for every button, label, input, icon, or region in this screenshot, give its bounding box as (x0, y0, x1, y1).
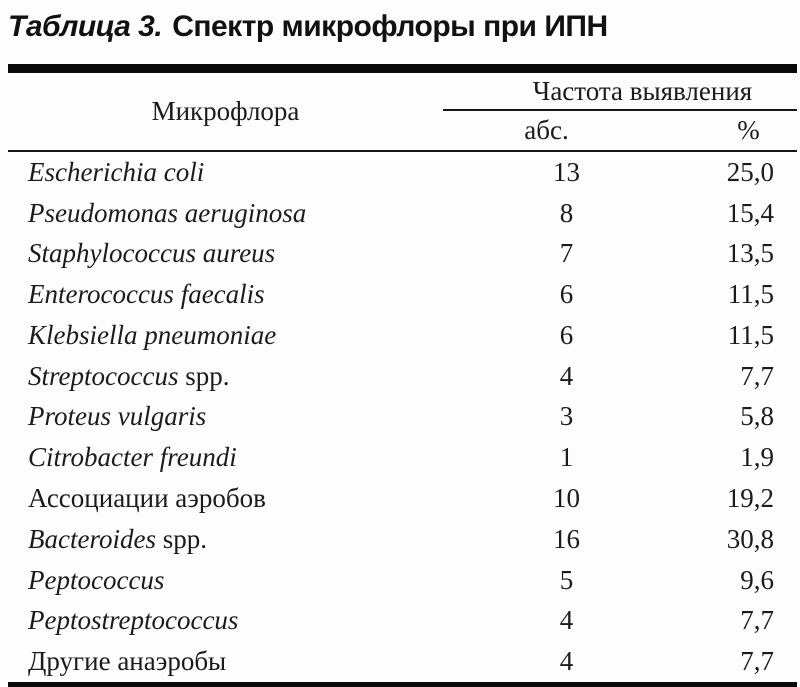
cell-percent: 7,7 (740, 646, 774, 677)
cell-percent: 7,7 (740, 360, 774, 391)
header-cell-frequency: Частота выявления (443, 73, 797, 111)
cell-name: Klebsiella pneumoniae (8, 320, 463, 351)
cell-name: Staphylococcus aureus (8, 238, 463, 269)
header-cell-percent: % (737, 115, 760, 145)
cell-name: Bacteroides spp. (8, 524, 463, 555)
header-subrow: абс. % (443, 111, 797, 150)
header-cell-microflora: Микрофлора (151, 96, 300, 126)
cell-name: Ассоциации аэробов (8, 483, 463, 514)
cell-abs: 6 (559, 319, 574, 350)
table-body: Escherichia coli 13 25,0 Pseudomonas aer… (8, 152, 797, 687)
cell-percent: 11,5 (727, 319, 774, 350)
table-row: Bacteroides spp. 16 30,8 (8, 519, 797, 560)
table-row: Escherichia coli 13 25,0 (8, 152, 797, 193)
table-row: Streptococcus spp. 4 7,7 (8, 356, 797, 397)
species-name-roman: spp. (178, 360, 230, 391)
cell-percent: 9,6 (740, 564, 774, 595)
cell-name: Peptococcus (8, 565, 463, 596)
cell-abs: 4 (559, 646, 574, 677)
cell-percent: 1,9 (740, 442, 774, 473)
species-name-italic: Streptococcus (28, 360, 179, 391)
species-name-italic: Klebsiella pneumoniae (28, 319, 277, 350)
table-title-text: Спектр микрофлоры при ИПН (172, 10, 608, 43)
table-row: Staphylococcus aureus 7 13,5 (8, 234, 797, 275)
cell-name: Proteus vulgaris (8, 401, 463, 432)
cell-abs: 5 (559, 564, 574, 595)
species-name-roman: Другие анаэробы (28, 646, 227, 677)
species-name-roman: Ассоциации аэробов (28, 483, 266, 513)
microflora-table: Микрофлора Частота выявления абс. % Esch… (8, 64, 797, 687)
cell-name: Citrobacter freundi (8, 442, 463, 473)
cell-name: Peptostreptococcus (8, 605, 463, 636)
cell-abs: 7 (559, 238, 574, 269)
table-row: Klebsiella pneumoniae 6 11,5 (8, 315, 797, 356)
cell-abs: 1 (559, 442, 574, 473)
header-frequency-group: Частота выявления абс. % (443, 73, 797, 150)
cell-name: Escherichia coli (8, 157, 463, 188)
cell-abs: 3 (559, 401, 574, 432)
cell-percent: 11,5 (727, 279, 774, 310)
cell-abs: 10 (553, 483, 580, 513)
species-name-italic: Escherichia coli (28, 156, 205, 187)
table-row: Другие анаэробы 4 7,7 (8, 641, 797, 682)
cell-percent: 19,2 (726, 483, 774, 513)
table-title: Таблица 3. Спектр микрофлоры при ИПН (8, 10, 608, 44)
top-rule (8, 64, 797, 73)
cell-abs: 4 (559, 360, 574, 391)
species-name-italic: Peptostreptococcus (28, 605, 239, 636)
cell-name: Streptococcus spp. (8, 361, 463, 392)
cell-percent: 30,8 (726, 523, 774, 554)
table-number-label: Таблица 3. (8, 10, 163, 43)
species-name-italic: Staphylococcus aureus (28, 238, 276, 269)
cell-name: Enterococcus faecalis (8, 279, 463, 310)
cell-abs: 4 (559, 605, 574, 636)
table-row: Enterococcus faecalis 6 11,5 (8, 274, 797, 315)
cell-abs: 8 (559, 197, 574, 228)
cell-percent: 15,4 (726, 197, 774, 228)
cell-abs: 16 (553, 523, 580, 554)
table-header: Микрофлора Частота выявления абс. % (8, 73, 797, 152)
cell-name: Другие анаэробы (8, 646, 463, 677)
species-name-roman: spp. (155, 523, 207, 554)
cell-percent: 5,8 (740, 401, 774, 432)
species-name-italic: Citrobacter freundi (28, 442, 237, 473)
species-name-italic: Pseudomonas aeruginosa (28, 197, 307, 228)
header-cell-abs: абс. (524, 115, 569, 145)
cell-percent: 7,7 (740, 605, 774, 636)
table-row: Peptostreptococcus 4 7,7 (8, 600, 797, 641)
cell-percent: 13,5 (726, 238, 774, 269)
species-name-italic: Peptococcus (28, 564, 165, 595)
species-name-italic: Proteus vulgaris (28, 401, 207, 432)
table-row: Peptococcus 5 9,6 (8, 560, 797, 601)
species-name-italic: Enterococcus faecalis (28, 279, 265, 310)
species-name-italic: Bacteroides (28, 523, 156, 554)
table-row: Citrobacter freundi 1 1,9 (8, 437, 797, 478)
cell-abs: 13 (553, 156, 580, 187)
table-row: Pseudomonas aeruginosa 8 15,4 (8, 193, 797, 234)
table-row: Ассоциации аэробов 10 19,2 (8, 478, 797, 519)
cell-name: Pseudomonas aeruginosa (8, 198, 463, 229)
table-row: Proteus vulgaris 3 5,8 (8, 397, 797, 438)
cell-percent: 25,0 (726, 156, 774, 187)
cell-abs: 6 (559, 279, 574, 310)
